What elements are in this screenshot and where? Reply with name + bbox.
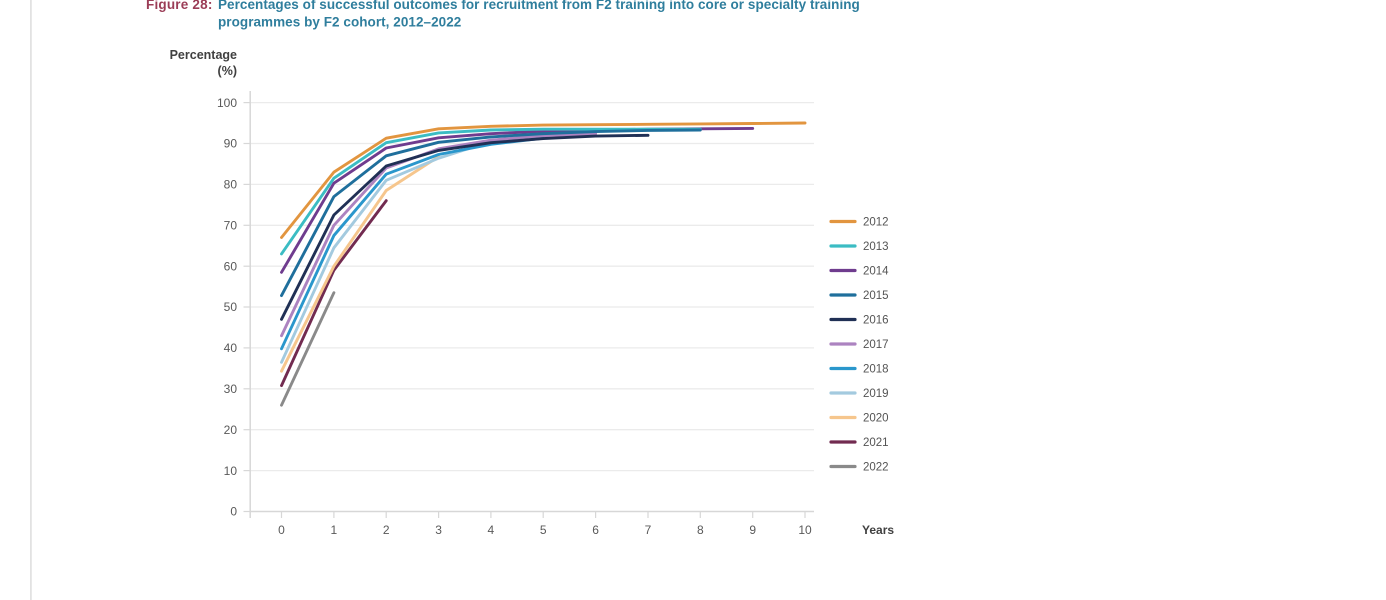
svg-text:(%): (%) (218, 64, 237, 78)
svg-text:Figure 28:: Figure 28: (146, 0, 213, 12)
svg-text:3: 3 (435, 523, 442, 537)
svg-text:2016: 2016 (863, 315, 889, 327)
svg-text:6: 6 (592, 523, 599, 537)
svg-text:10: 10 (224, 464, 238, 478)
svg-text:0: 0 (278, 523, 285, 537)
svg-text:70: 70 (224, 219, 238, 233)
svg-text:2015: 2015 (863, 290, 889, 302)
svg-text:programmes by F2 cohort, 2012–: programmes by F2 cohort, 2012–2022 (218, 14, 461, 29)
svg-text:9: 9 (749, 523, 756, 537)
svg-text:2012: 2012 (863, 217, 889, 229)
svg-text:2020: 2020 (863, 413, 889, 425)
svg-text:20: 20 (224, 423, 238, 437)
svg-text:Percentage: Percentage (170, 48, 237, 62)
svg-text:100: 100 (217, 96, 237, 110)
svg-text:2019: 2019 (863, 388, 889, 400)
svg-text:2017: 2017 (863, 339, 889, 351)
svg-text:1: 1 (331, 523, 338, 537)
svg-text:2021: 2021 (863, 437, 889, 449)
svg-text:2018: 2018 (863, 364, 889, 376)
svg-text:4: 4 (488, 523, 495, 537)
svg-text:2013: 2013 (863, 241, 889, 253)
svg-text:5: 5 (540, 523, 547, 537)
svg-text:8: 8 (697, 523, 704, 537)
svg-text:40: 40 (224, 341, 238, 355)
svg-text:2014: 2014 (863, 266, 889, 278)
svg-text:2: 2 (383, 523, 390, 537)
svg-text:60: 60 (224, 259, 238, 273)
svg-text:Percentages of successful outc: Percentages of successful outcomes for r… (218, 0, 860, 12)
svg-text:30: 30 (224, 382, 238, 396)
svg-text:10: 10 (798, 523, 812, 537)
svg-text:90: 90 (224, 137, 238, 151)
svg-text:2022: 2022 (863, 462, 889, 474)
svg-text:0: 0 (230, 505, 237, 519)
svg-text:50: 50 (224, 300, 238, 314)
svg-text:7: 7 (645, 523, 652, 537)
svg-text:80: 80 (224, 178, 238, 192)
svg-text:Years: Years (862, 523, 894, 537)
